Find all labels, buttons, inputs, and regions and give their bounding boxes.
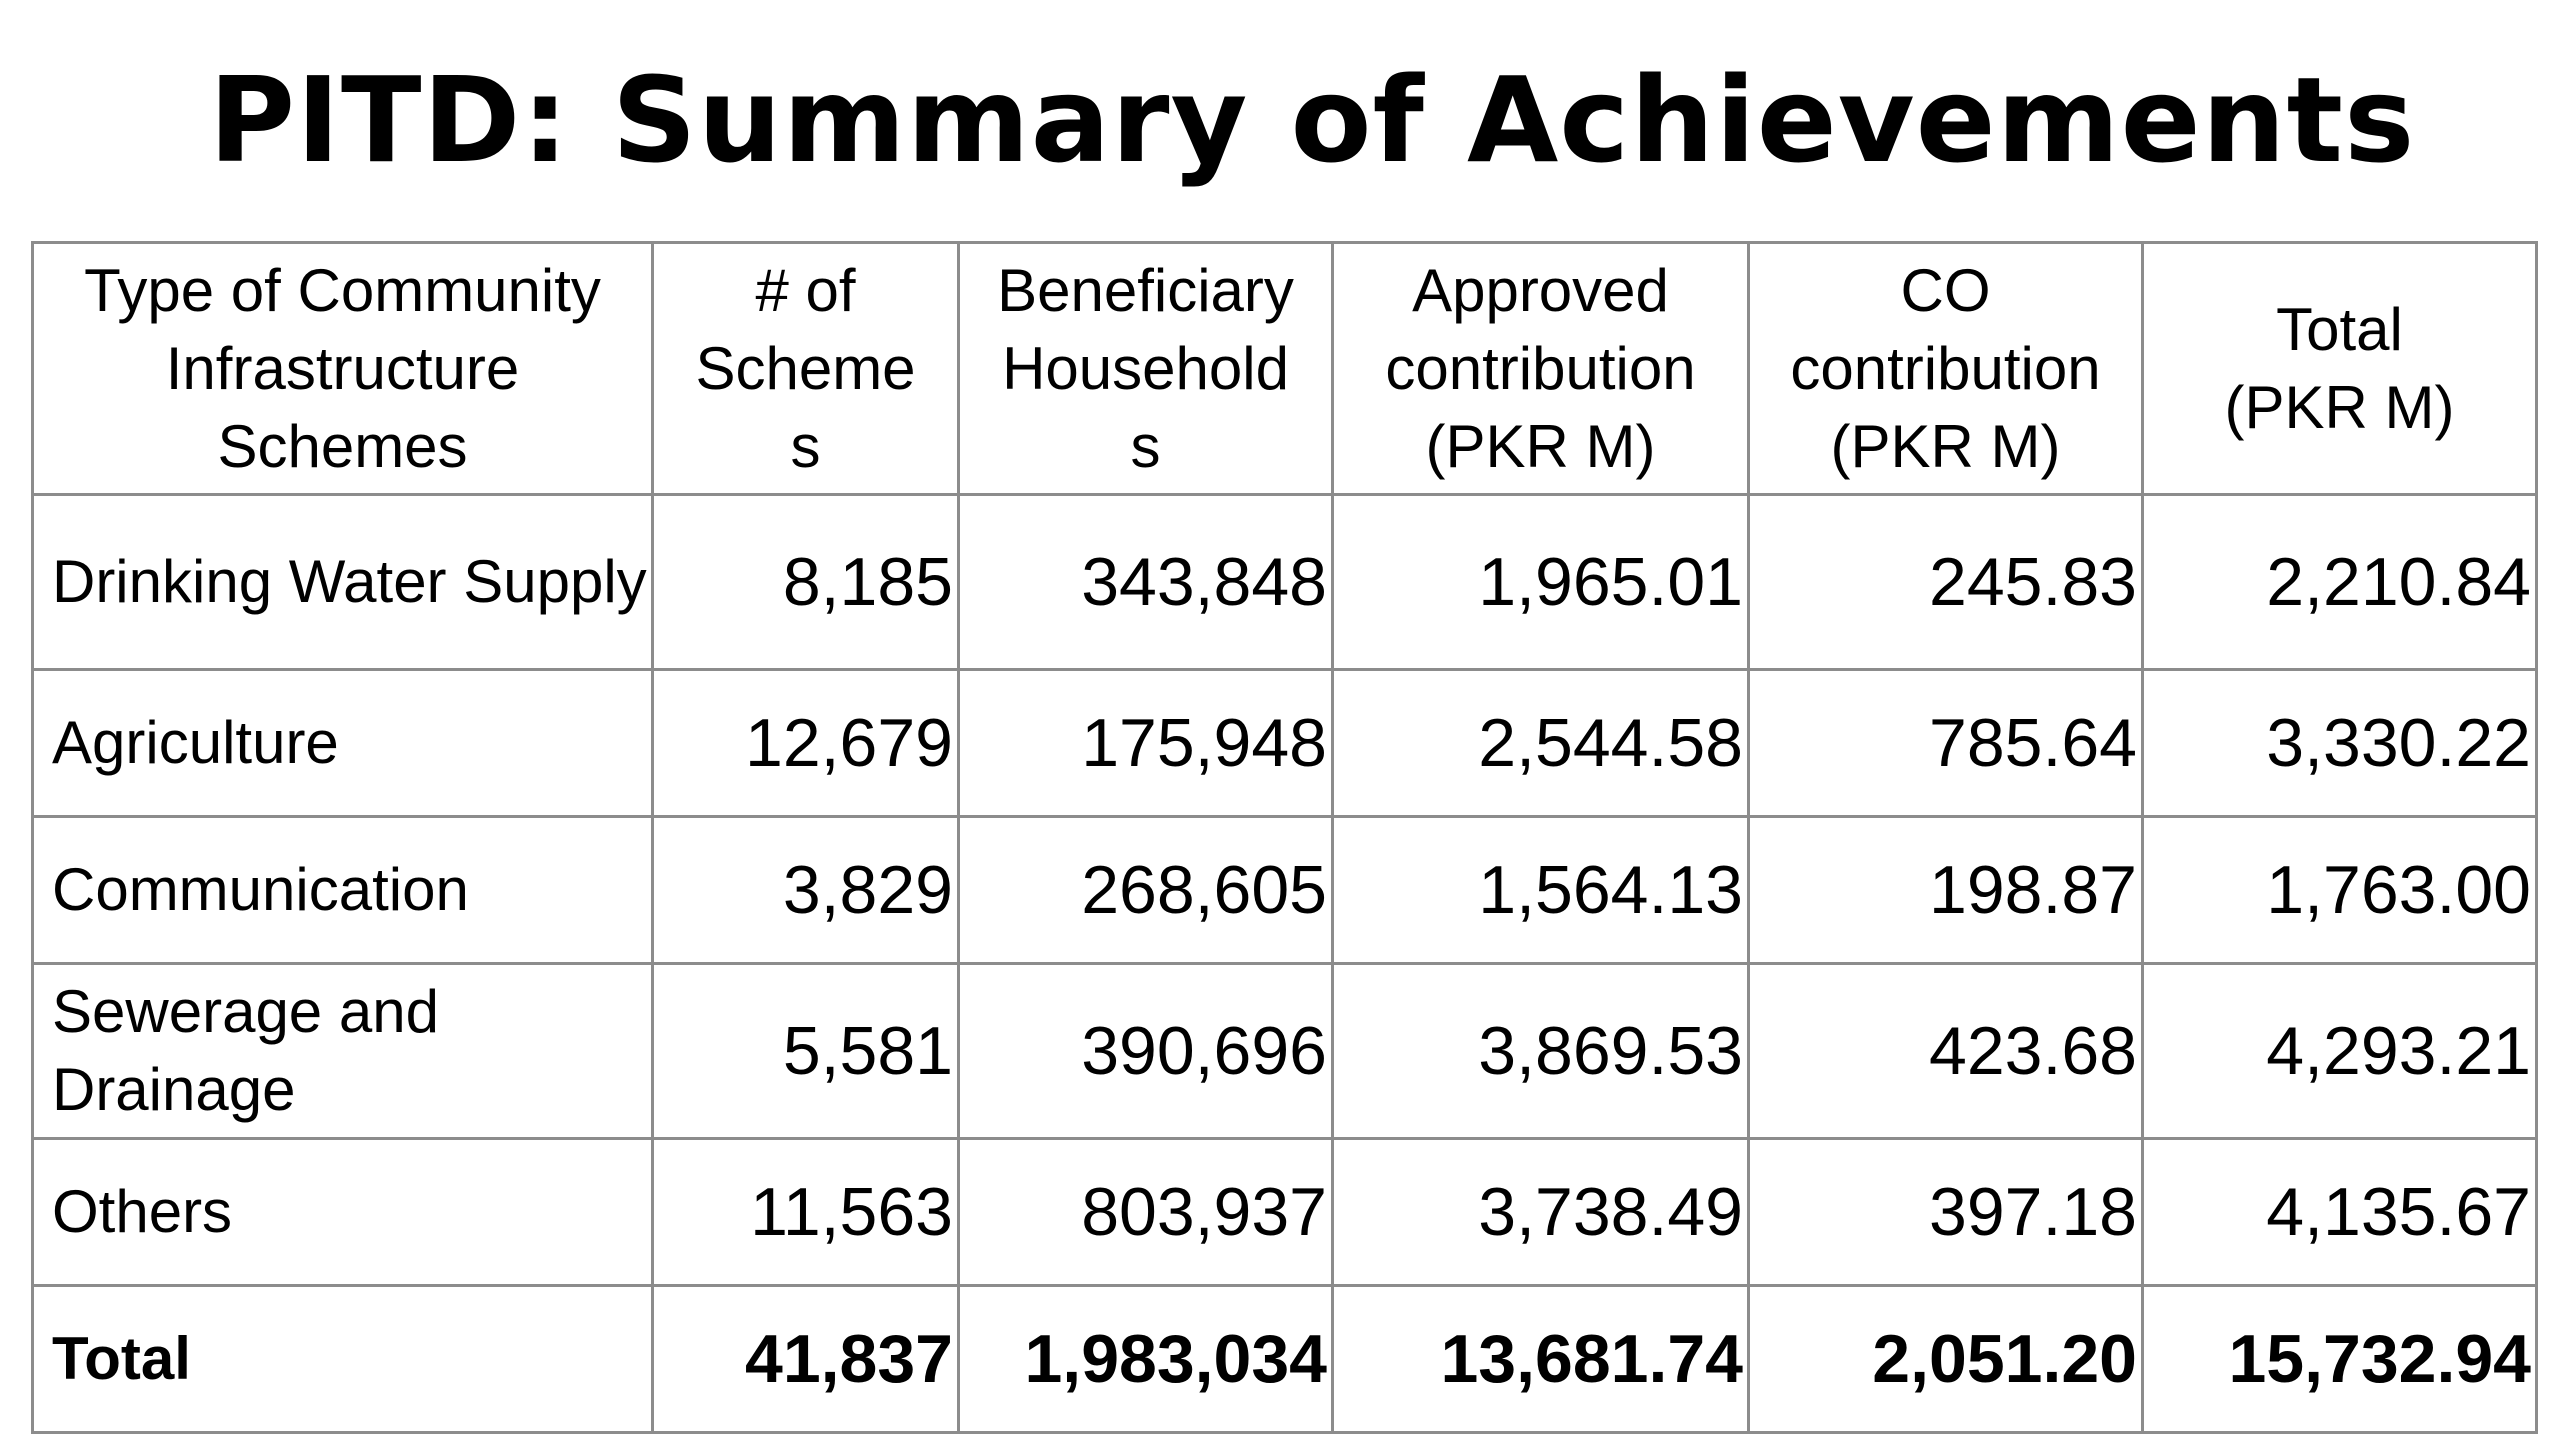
row-schemes: 8,185 <box>651 493 960 671</box>
total-total: 15,732.94 <box>2141 1284 2538 1434</box>
row-approved: 2,544.58 <box>1331 668 1750 818</box>
header-households: Beneficiary Household s <box>957 241 1334 496</box>
table-row: Communication 3,829 268,605 1,564.13 198… <box>31 815 2538 965</box>
row-schemes: 12,679 <box>651 668 960 818</box>
achievements-table: Type of Community Infrastructure Schemes… <box>31 241 2538 1434</box>
total-approved: 13,681.74 <box>1331 1284 1750 1434</box>
row-co: 423.68 <box>1747 962 2144 1140</box>
row-total: 1,763.00 <box>2141 815 2538 965</box>
row-type: Others <box>31 1137 654 1287</box>
row-schemes: 5,581 <box>651 962 960 1140</box>
row-co: 397.18 <box>1747 1137 2144 1287</box>
total-row: Total 41,837 1,983,034 13,681.74 2,051.2… <box>31 1284 2538 1434</box>
total-type: Total <box>31 1284 654 1434</box>
header-schemes: # of Scheme s <box>651 241 960 496</box>
total-schemes: 41,837 <box>651 1284 960 1434</box>
header-total: Total (PKR M) <box>2141 241 2538 496</box>
row-total: 2,210.84 <box>2141 493 2538 671</box>
row-approved: 3,869.53 <box>1331 962 1750 1140</box>
row-schemes: 3,829 <box>651 815 960 965</box>
total-households: 1,983,034 <box>957 1284 1334 1434</box>
row-schemes: 11,563 <box>651 1137 960 1287</box>
table-row: Others 11,563 803,937 3,738.49 397.18 4,… <box>31 1137 2538 1287</box>
header-co: CO contribution (PKR M) <box>1747 241 2144 496</box>
table-row: Sewerage and Drainage 5,581 390,696 3,86… <box>31 962 2538 1140</box>
row-total: 3,330.22 <box>2141 668 2538 818</box>
row-co: 245.83 <box>1747 493 2144 671</box>
row-households: 268,605 <box>957 815 1334 965</box>
row-households: 803,937 <box>957 1137 1334 1287</box>
row-type: Sewerage and Drainage <box>31 962 654 1140</box>
row-total: 4,293.21 <box>2141 962 2538 1140</box>
header-row: Type of Community Infrastructure Schemes… <box>31 241 2538 496</box>
page-title: PITD: Summary of Achievements <box>208 51 2416 189</box>
row-type: Communication <box>31 815 654 965</box>
row-type: Drinking Water Supply <box>31 493 654 671</box>
table-row: Agriculture 12,679 175,948 2,544.58 785.… <box>31 668 2538 818</box>
header-approved: Approved contribution (PKR M) <box>1331 241 1750 496</box>
row-approved: 3,738.49 <box>1331 1137 1750 1287</box>
row-co: 198.87 <box>1747 815 2144 965</box>
row-households: 343,848 <box>957 493 1334 671</box>
table-row: Drinking Water Supply 8,185 343,848 1,96… <box>31 493 2538 671</box>
row-type: Agriculture <box>31 668 654 818</box>
total-co: 2,051.20 <box>1747 1284 2144 1434</box>
row-households: 390,696 <box>957 962 1334 1140</box>
row-co: 785.64 <box>1747 668 2144 818</box>
row-approved: 1,564.13 <box>1331 815 1750 965</box>
row-total: 4,135.67 <box>2141 1137 2538 1287</box>
row-households: 175,948 <box>957 668 1334 818</box>
header-type: Type of Community Infrastructure Schemes <box>31 241 654 496</box>
row-approved: 1,965.01 <box>1331 493 1750 671</box>
